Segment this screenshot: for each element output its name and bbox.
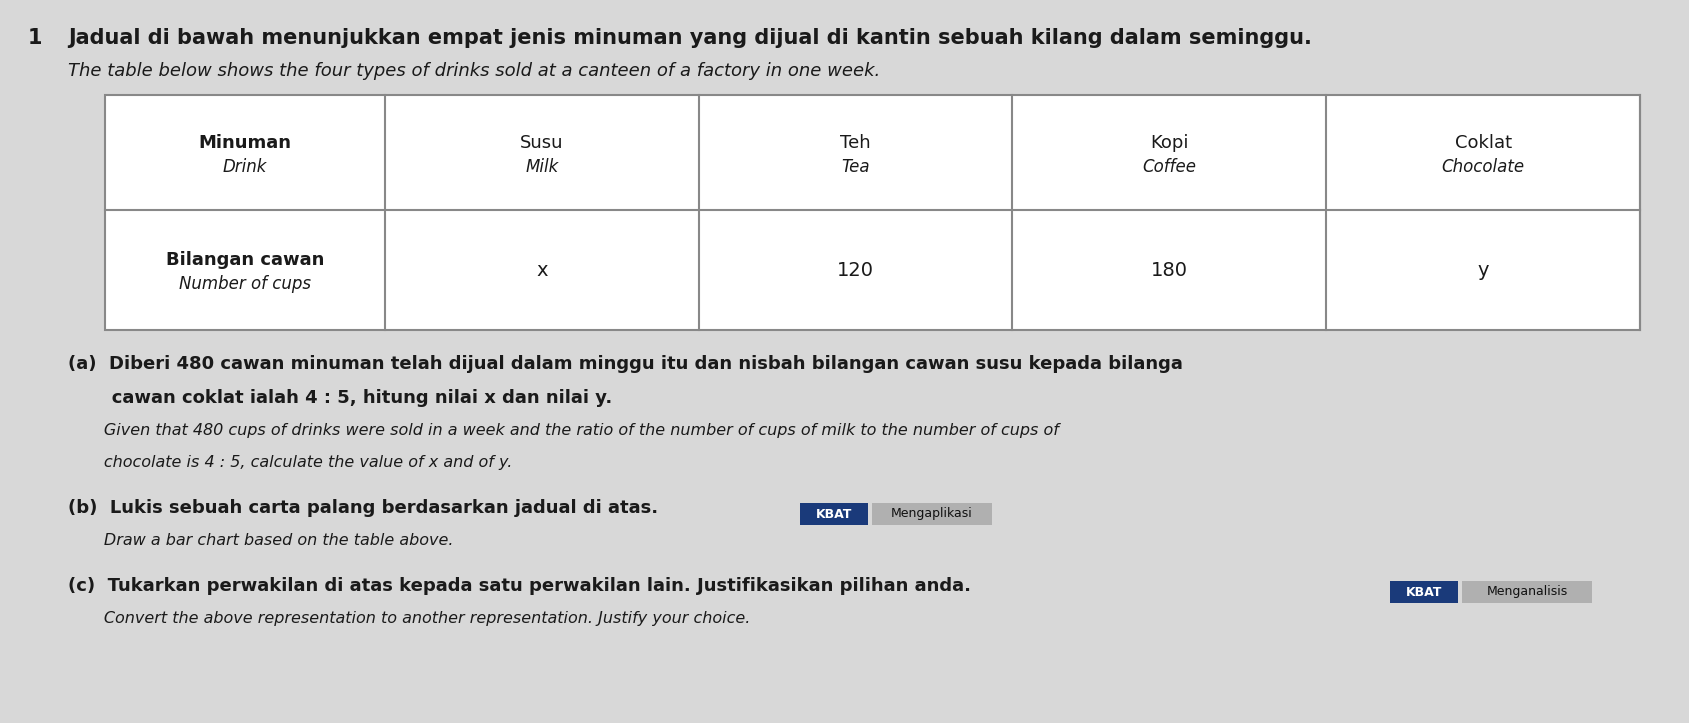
Text: cawan coklat ialah 4 : 5, hitung nilai x dan nilai y.: cawan coklat ialah 4 : 5, hitung nilai x… bbox=[68, 389, 611, 407]
Text: Teh: Teh bbox=[841, 134, 872, 152]
Text: Jadual di bawah menunjukkan empat jenis minuman yang dijual di kantin sebuah kil: Jadual di bawah menunjukkan empat jenis … bbox=[68, 28, 1312, 48]
Text: chocolate is 4 : 5, calculate the value of x and of y.: chocolate is 4 : 5, calculate the value … bbox=[68, 455, 512, 470]
Text: Mengaplikasi: Mengaplikasi bbox=[892, 508, 973, 521]
Text: Kopi: Kopi bbox=[1150, 134, 1189, 152]
Text: Given that 480 cups of drinks were sold in a week and the ratio of the number of: Given that 480 cups of drinks were sold … bbox=[68, 423, 1059, 438]
Text: (c)  Tukarkan perwakilan di atas kepada satu perwakilan lain. Justifikasikan pil: (c) Tukarkan perwakilan di atas kepada s… bbox=[68, 577, 971, 595]
Text: Chocolate: Chocolate bbox=[1442, 158, 1525, 176]
Text: Drink: Drink bbox=[223, 158, 267, 176]
Bar bbox=[1390, 581, 1458, 603]
Text: Coffee: Coffee bbox=[1142, 158, 1196, 176]
Text: Convert the above representation to another representation. Justify your choice.: Convert the above representation to anot… bbox=[68, 611, 750, 626]
Text: (a)  Diberi 480 cawan minuman telah dijual dalam minggu itu dan nisbah bilangan : (a) Diberi 480 cawan minuman telah dijua… bbox=[68, 355, 1182, 373]
Text: x: x bbox=[535, 260, 547, 280]
Text: y: y bbox=[1478, 260, 1490, 280]
Text: Tea: Tea bbox=[841, 158, 870, 176]
Bar bbox=[105, 95, 1640, 330]
Text: 180: 180 bbox=[1150, 260, 1187, 280]
Text: The table below shows the four types of drinks sold at a canteen of a factory in: The table below shows the four types of … bbox=[68, 62, 880, 80]
Text: Minuman: Minuman bbox=[199, 134, 292, 152]
Text: Number of cups: Number of cups bbox=[179, 275, 311, 293]
Text: KBAT: KBAT bbox=[1405, 586, 1442, 599]
Text: Draw a bar chart based on the table above.: Draw a bar chart based on the table abov… bbox=[68, 533, 454, 548]
Text: 1: 1 bbox=[29, 28, 42, 48]
Text: KBAT: KBAT bbox=[816, 508, 853, 521]
Text: Bilangan cawan: Bilangan cawan bbox=[166, 251, 324, 269]
Bar bbox=[1463, 581, 1593, 603]
Bar bbox=[872, 503, 991, 525]
Text: Coklat: Coklat bbox=[1454, 134, 1512, 152]
Text: Menganalisis: Menganalisis bbox=[1486, 586, 1567, 599]
Text: 120: 120 bbox=[838, 260, 875, 280]
Bar bbox=[801, 503, 868, 525]
Text: (b)  Lukis sebuah carta palang berdasarkan jadual di atas.: (b) Lukis sebuah carta palang berdasarka… bbox=[68, 499, 659, 517]
Text: Susu: Susu bbox=[520, 134, 564, 152]
Text: Milk: Milk bbox=[525, 158, 559, 176]
